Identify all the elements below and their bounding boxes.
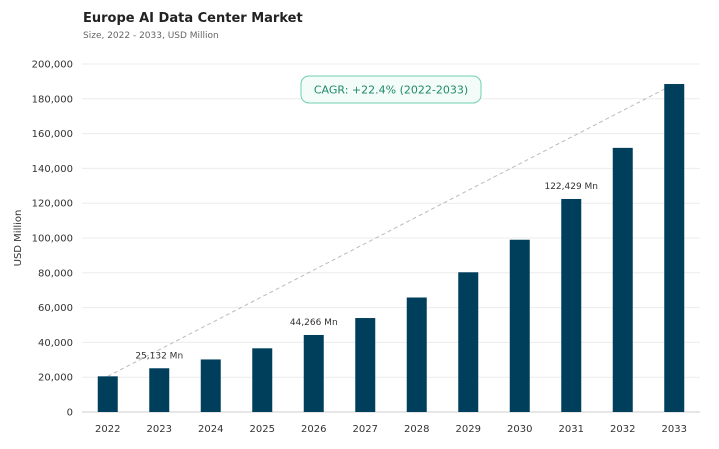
cagr-annotation: CAGR: +22.4% (2022-2033) [300, 75, 482, 104]
bars [97, 84, 685, 413]
x-tick-label: 2026 [301, 424, 326, 435]
x-tick-label: 2033 [662, 424, 687, 435]
y-tick-label: 200,000 [32, 60, 73, 71]
bar-2024 [200, 359, 221, 412]
data-labels: 25,132 Mn 44,266 Mn 122,429 Mn [135, 182, 598, 361]
chart-subtitle: Size, 2022 - 2033, USD Million [83, 31, 219, 41]
x-tick-label: 2022 [95, 424, 120, 435]
bar-2023 [149, 368, 170, 412]
y-tick-label: 100,000 [32, 234, 73, 245]
bar-2032 [612, 147, 633, 413]
trend-line-group [107, 83, 675, 377]
bar-2022 [97, 376, 118, 412]
y-tick-label: 40,000 [38, 338, 73, 349]
y-tick-label: 160,000 [32, 129, 73, 140]
y-tick-label: 80,000 [38, 268, 73, 279]
bar-2031 [561, 198, 582, 412]
data-label-2026: 44,266 Mn [290, 318, 338, 328]
x-tick-label: 2029 [456, 424, 481, 435]
bar-2025 [252, 348, 273, 412]
y-tick-label: 20,000 [38, 373, 73, 384]
trend-line [107, 83, 675, 377]
bar-2033 [664, 84, 685, 412]
cagr-box [300, 75, 482, 104]
data-label-2023: 25,132 Mn [135, 351, 183, 361]
y-tick-label: 180,000 [32, 94, 73, 105]
x-tick-label: 2031 [559, 424, 584, 435]
y-tick-label: 60,000 [38, 303, 73, 314]
grid-lines [82, 63, 700, 413]
y-tick-label: 120,000 [32, 199, 73, 210]
bar-2026 [303, 334, 324, 412]
x-tick-label: 2032 [610, 424, 635, 435]
x-tick-label: 2027 [353, 424, 378, 435]
cagr-text: CAGR: +22.4% (2022-2033) [314, 84, 468, 97]
bar-2027 [355, 318, 376, 412]
bar-2029 [458, 272, 479, 412]
y-tick-label: 0 [67, 408, 73, 419]
y-axis: 0 20,000 40,000 60,000 80,000 100,000 120,000 1… [32, 60, 73, 419]
x-tick-label: 2030 [507, 424, 532, 435]
x-axis: 2022 2023 2024 2025 2026 2027 2028 2029 2030 2031… [95, 424, 687, 435]
chart-title: Europe AI Data Center Market [83, 11, 303, 26]
y-tick-label: 140,000 [32, 164, 73, 175]
x-tick-label: 2024 [198, 424, 223, 435]
bar-2028 [406, 297, 427, 412]
x-tick-label: 2028 [404, 424, 429, 435]
x-tick-label: 2025 [250, 424, 275, 435]
data-label-2031: 122,429 Mn [544, 182, 598, 192]
x-tick-label: 2023 [147, 424, 172, 435]
y-axis-label: USD Million [13, 210, 24, 267]
bar-2030 [509, 239, 530, 412]
